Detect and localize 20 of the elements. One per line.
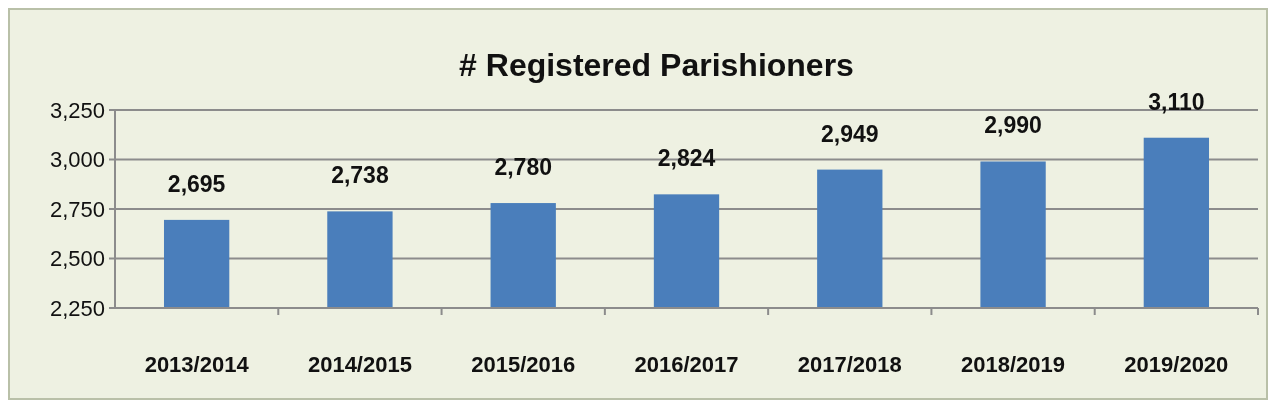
data-label: 2,695: [167, 170, 226, 197]
x-tick-label: 2013/2014: [144, 352, 250, 377]
chart-title: # Registered Parishioners: [459, 47, 854, 83]
data-label: 2,780: [494, 154, 552, 181]
x-tick-label: 2017/2018: [797, 352, 902, 377]
y-tick-label: 2,250: [49, 295, 105, 321]
y-tick-label: 3,000: [49, 147, 105, 173]
x-tick-label: 2015/2016: [471, 352, 576, 377]
x-tick-label: 2019/2020: [1124, 352, 1229, 377]
x-tick-label: 2014/2015: [307, 352, 412, 377]
y-tick-label: 2,750: [49, 196, 105, 222]
data-label: 2,824: [657, 145, 716, 172]
x-tick-label: 2018/2019: [961, 352, 1066, 377]
x-tick-label: 2016/2017: [634, 352, 739, 377]
y-tick-label: 3,250: [49, 97, 105, 123]
y-tick-label: 2,500: [49, 246, 105, 272]
data-label: 2,738: [331, 162, 389, 189]
data-label: 3,110: [1148, 88, 1205, 115]
data-label: 2,990: [984, 112, 1042, 139]
data-label: 2,949: [821, 120, 879, 147]
